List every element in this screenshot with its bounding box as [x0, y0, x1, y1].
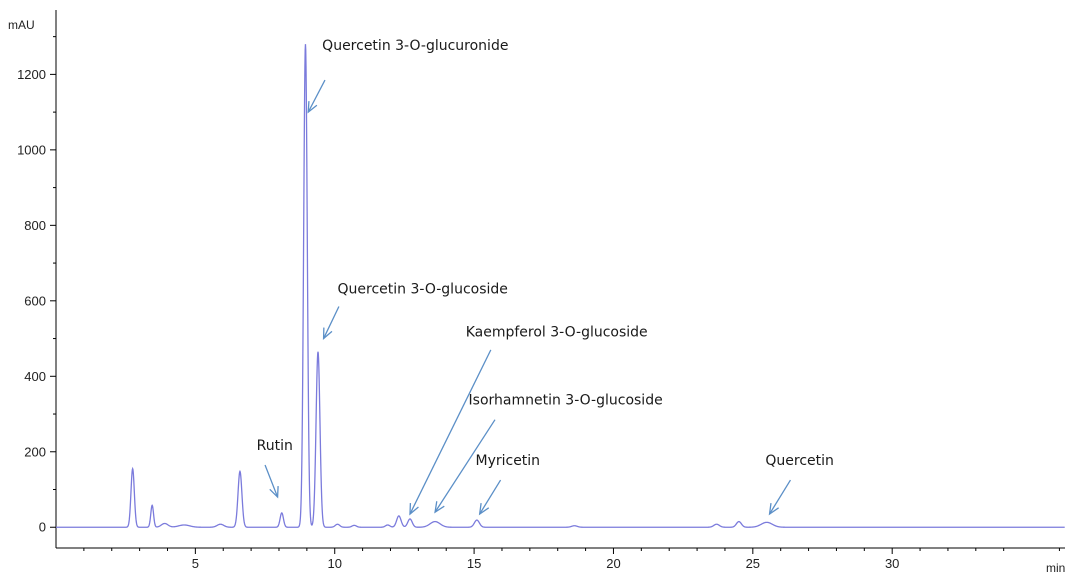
annotation-arrow-line — [479, 479, 502, 515]
y-tick-label: 1000 — [17, 142, 46, 157]
y-tick-label: 1200 — [17, 67, 46, 82]
annotation: Quercetin — [765, 453, 834, 516]
annotation-arrowhead — [768, 503, 779, 516]
annotation-arrow-line — [409, 349, 492, 515]
annotation-arrow-line — [322, 306, 340, 339]
annotation-arrowhead — [307, 101, 318, 114]
annotation-arrowhead — [322, 327, 333, 340]
annotation-label: Kaempferol 3-O-glucoside — [466, 325, 648, 341]
annotations: Quercetin 3-O-glucuronide Quercetin 3-O-g… — [257, 38, 834, 516]
annotation: Quercetin 3-O-glucoside — [322, 281, 508, 340]
y-tick-label: 400 — [24, 369, 46, 384]
annotation-label: Rutin — [257, 438, 293, 454]
annotation: Kaempferol 3-O-glucoside — [409, 325, 648, 516]
x-tick-label: 25 — [746, 556, 760, 571]
annotation: Isorhamnetin 3-O-glucoside — [434, 393, 663, 514]
x-tick-label: 20 — [606, 556, 620, 571]
y-tick-label: 0 — [39, 520, 46, 535]
y-tick-label: 800 — [24, 218, 46, 233]
annotation: Myricetin — [475, 453, 540, 516]
annotation-arrowhead — [409, 503, 419, 516]
y-axis-label: mAU — [8, 18, 35, 32]
annotation-label: Quercetin 3-O-glucoside — [338, 281, 508, 297]
ticks: 0 200 400 600 800 1000 1200 5 10 15 20 25 30 — [17, 36, 1060, 571]
annotation-arrow-line — [264, 464, 279, 498]
trace-layer — [56, 44, 1065, 528]
x-axis-label: min — [1046, 561, 1065, 575]
x-tick-label: 5 — [192, 556, 199, 571]
annotation: Rutin — [257, 438, 293, 499]
annotation-arrow-line — [434, 419, 496, 513]
annotation-arrow-line — [307, 79, 326, 113]
y-tick-label: 200 — [24, 444, 46, 459]
x-tick-label: 10 — [327, 556, 341, 571]
annotation-arrowhead — [269, 486, 279, 499]
annotation-label: Myricetin — [475, 453, 540, 469]
y-tick-label: 600 — [24, 293, 46, 308]
annotation-label: Quercetin 3-O-glucuronide — [322, 38, 508, 54]
chromatogram-trace — [56, 44, 1065, 528]
annotation-label: Isorhamnetin 3-O-glucoside — [469, 393, 663, 409]
annotation-arrow-line — [768, 479, 792, 515]
annotation-label: Quercetin — [765, 453, 834, 469]
annotation: Quercetin 3-O-glucuronide — [307, 38, 508, 114]
x-tick-label: 30 — [885, 556, 899, 571]
axes — [55, 10, 1065, 549]
x-tick-label: 15 — [467, 556, 481, 571]
annotation-arrowhead — [478, 503, 490, 516]
annotation-arrowhead — [434, 501, 445, 514]
